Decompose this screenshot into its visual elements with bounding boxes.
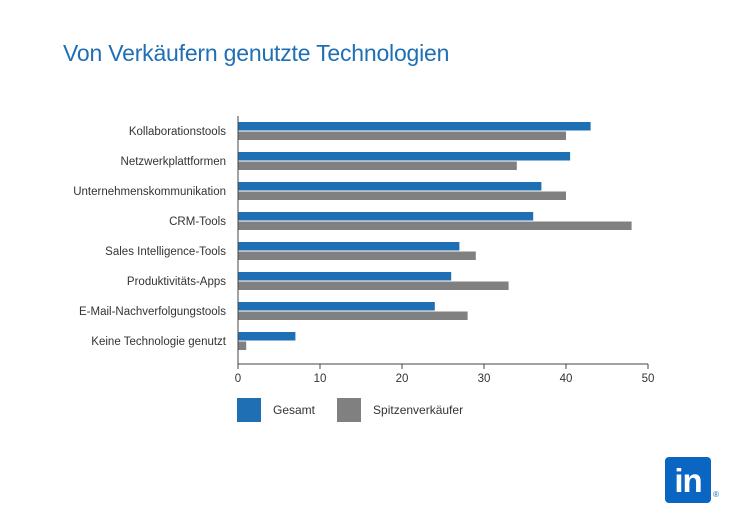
legend-swatch-spitzenverkaeufer <box>337 398 362 422</box>
bar-spitzenverkaeufer-5 <box>238 281 509 290</box>
category-label-5: Produktivitäts-Apps <box>127 276 226 288</box>
bar-gesamt-2 <box>238 182 542 191</box>
legend-item-gesamt: Gesamt <box>237 398 315 422</box>
bar-spitzenverkaeufer-0 <box>238 131 566 140</box>
bar-spitzenverkaeufer-3 <box>238 221 632 230</box>
bar-spitzenverkaeufer-6 <box>238 311 468 320</box>
x-tick-label-2: 20 <box>396 373 409 385</box>
bar-gesamt-0 <box>238 122 591 131</box>
legend-item-spitzenverkaeufer: Spitzenverkäufer <box>337 398 463 422</box>
bar-gesamt-3 <box>238 212 534 221</box>
category-label-0: Kollaborationstools <box>129 126 226 138</box>
bar-gesamt-4 <box>238 242 460 251</box>
chart-title: Von Verkäufern genutzte Technologien <box>63 40 450 66</box>
bar-gesamt-1 <box>238 152 571 161</box>
legend: Gesamt Spitzenverkäufer <box>237 398 485 422</box>
linkedin-logo-text: in <box>674 461 702 499</box>
x-tick-label-1: 10 <box>314 373 327 385</box>
legend-swatch-gesamt <box>237 398 261 422</box>
category-label-7: Keine Technologie genutzt <box>91 336 227 348</box>
bar-gesamt-7 <box>238 332 296 341</box>
bar-spitzenverkaeufer-4 <box>238 251 476 260</box>
category-label-3: CRM-Tools <box>169 216 226 228</box>
bar-spitzenverkaeufer-1 <box>238 161 517 170</box>
bar-gesamt-6 <box>238 302 435 311</box>
linkedin-logo: in <box>665 457 711 503</box>
legend-label-spitzenverkaeufer: Spitzenverkäufer <box>373 403 464 417</box>
x-tick-label-5: 50 <box>642 373 655 385</box>
category-label-1: Netzwerkplattformen <box>121 156 226 168</box>
x-tick-label-3: 30 <box>478 373 491 385</box>
registered-mark: ® <box>713 490 719 499</box>
legend-label-gesamt: Gesamt <box>273 403 316 417</box>
bar-spitzenverkaeufer-2 <box>238 191 566 200</box>
bar-gesamt-5 <box>238 272 452 281</box>
bar-spitzenverkaeufer-7 <box>238 341 247 350</box>
category-label-4: Sales Intelligence-Tools <box>105 246 226 258</box>
category-label-6: E-Mail-Nachverfolgungstools <box>79 306 226 318</box>
category-label-2: Unternehmenskommunikation <box>73 186 226 198</box>
x-tick-label-4: 40 <box>560 373 573 385</box>
x-tick-label-0: 0 <box>235 373 241 385</box>
